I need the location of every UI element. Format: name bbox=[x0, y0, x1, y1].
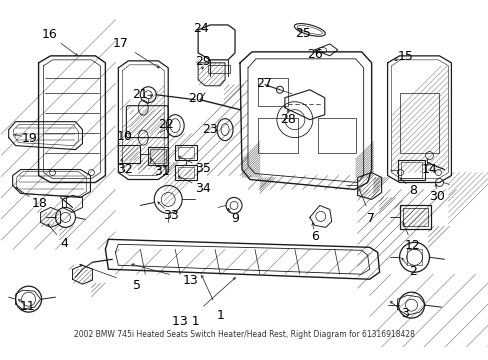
Text: 8: 8 bbox=[408, 184, 416, 197]
Text: 17: 17 bbox=[112, 37, 128, 50]
Text: 23: 23 bbox=[202, 123, 218, 136]
Bar bbox=[178, 167, 194, 177]
Text: 35: 35 bbox=[195, 162, 210, 175]
Bar bbox=[399, 93, 439, 153]
Text: 1: 1 bbox=[216, 309, 224, 322]
Bar bbox=[175, 165, 197, 180]
Text: 10: 10 bbox=[117, 130, 133, 143]
Bar bbox=[258, 118, 297, 153]
Text: 4: 4 bbox=[60, 237, 68, 250]
Text: 3: 3 bbox=[401, 307, 408, 320]
Bar bbox=[406, 249, 422, 265]
Text: 9: 9 bbox=[230, 212, 238, 225]
Bar bbox=[178, 147, 194, 158]
Text: 13: 13 bbox=[183, 274, 198, 287]
Bar bbox=[208, 65, 229, 73]
Text: 21: 21 bbox=[132, 88, 147, 101]
Text: 13 1: 13 1 bbox=[172, 315, 200, 328]
Text: 11: 11 bbox=[20, 301, 35, 314]
Text: 20: 20 bbox=[187, 92, 203, 105]
Text: 29: 29 bbox=[195, 55, 210, 68]
Text: 18: 18 bbox=[32, 197, 47, 210]
Text: 5: 5 bbox=[133, 279, 141, 292]
Text: 27: 27 bbox=[256, 77, 271, 90]
Bar bbox=[397, 159, 425, 180]
Text: 19: 19 bbox=[22, 132, 38, 145]
Bar bbox=[317, 118, 355, 153]
Bar bbox=[148, 147, 168, 165]
Bar bbox=[402, 208, 427, 226]
Bar bbox=[150, 149, 166, 163]
Bar bbox=[175, 145, 197, 159]
Text: 33: 33 bbox=[163, 208, 179, 221]
Text: 14: 14 bbox=[421, 163, 437, 176]
Text: 22: 22 bbox=[158, 118, 174, 131]
Text: 7: 7 bbox=[366, 212, 374, 225]
Text: 26: 26 bbox=[306, 48, 323, 61]
Text: 6: 6 bbox=[311, 230, 319, 243]
Bar bbox=[400, 162, 422, 177]
Bar bbox=[399, 206, 430, 229]
Text: 31: 31 bbox=[153, 165, 169, 178]
Text: 28: 28 bbox=[280, 113, 296, 126]
Text: 32: 32 bbox=[117, 163, 133, 176]
Text: 12: 12 bbox=[404, 239, 420, 252]
Text: 15: 15 bbox=[397, 50, 412, 63]
Text: 34: 34 bbox=[195, 182, 210, 195]
Text: 2: 2 bbox=[408, 265, 416, 278]
Text: 25: 25 bbox=[294, 27, 310, 40]
Text: 16: 16 bbox=[41, 28, 57, 41]
Bar bbox=[118, 145, 140, 163]
Text: 30: 30 bbox=[428, 190, 444, 203]
Text: 24: 24 bbox=[192, 22, 208, 35]
Text: 2002 BMW 745i Heated Seats Switch Heater/Head Rest, Right Diagram for 6131691842: 2002 BMW 745i Heated Seats Switch Heater… bbox=[73, 330, 414, 339]
Bar bbox=[258, 78, 287, 106]
